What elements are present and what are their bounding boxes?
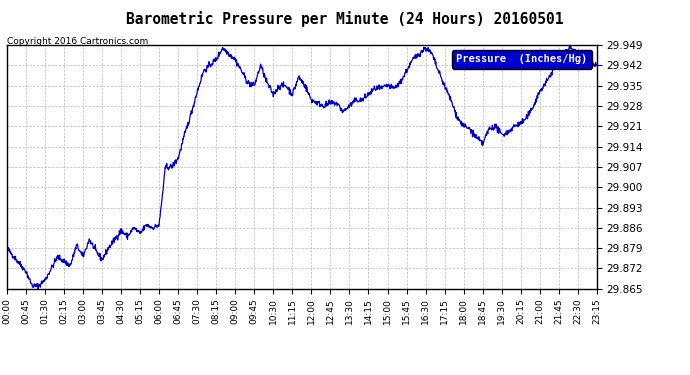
Text: Copyright 2016 Cartronics.com: Copyright 2016 Cartronics.com: [7, 38, 148, 46]
Text: Barometric Pressure per Minute (24 Hours) 20160501: Barometric Pressure per Minute (24 Hours…: [126, 11, 564, 27]
Legend: Pressure  (Inches/Hg): Pressure (Inches/Hg): [452, 50, 591, 69]
